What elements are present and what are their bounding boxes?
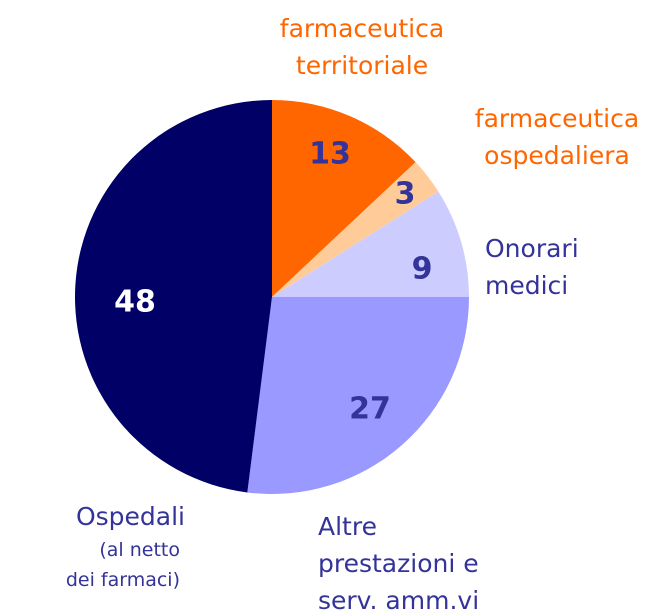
value-label: 9 [412,252,433,287]
category-label: Altre prestazioni e serv. amm.vi [318,512,479,615]
value-label: 3 [395,177,416,212]
category-label: Ospedali [76,502,185,531]
pie-slice [247,297,469,494]
category-label: farmaceutica ospedaliera [475,104,639,170]
category-label: farmaceutica territoriale [280,14,444,80]
pie-slice [74,100,272,493]
value-label: 27 [349,392,391,427]
pie-slice [272,191,469,297]
value-label: 13 [309,137,351,172]
pie-slice [272,100,416,297]
category-label: Onorari medici [485,234,579,300]
annotation: (al netto dei farmaci) [66,539,180,591]
pie-slice [272,162,439,297]
value-label: 48 [114,285,156,320]
